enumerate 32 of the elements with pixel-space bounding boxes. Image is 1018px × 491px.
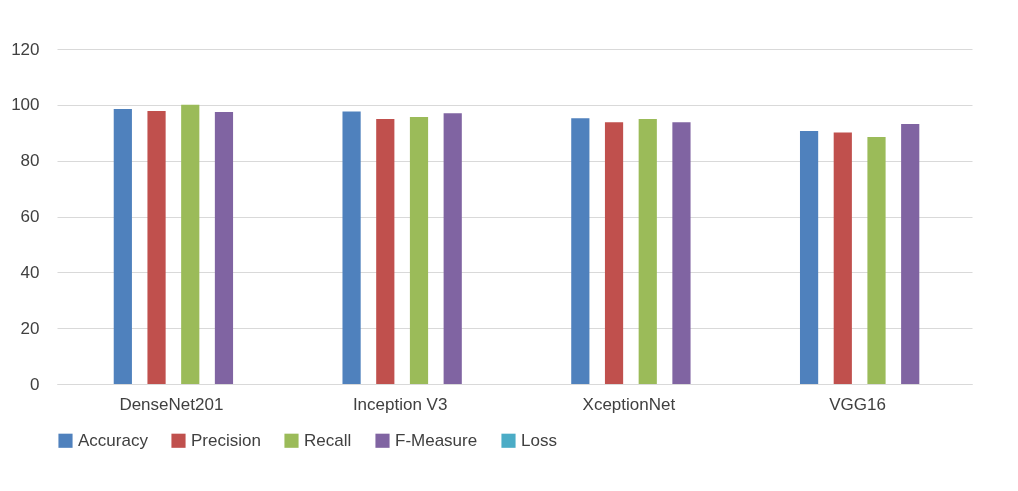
y-tick-label: 20 xyxy=(20,318,40,338)
legend-label: Precision xyxy=(191,430,261,450)
x-tick-label: DenseNet201 xyxy=(119,394,224,414)
y-tick-label: 0 xyxy=(30,374,40,394)
bar xyxy=(342,111,361,384)
bar xyxy=(867,136,886,384)
bar xyxy=(147,110,166,384)
legend-label: Recall xyxy=(304,430,352,450)
bar xyxy=(181,104,200,384)
y-tick-label: 100 xyxy=(11,95,40,115)
bar xyxy=(443,113,462,384)
bar xyxy=(604,122,624,384)
bar xyxy=(672,122,691,384)
bar xyxy=(376,119,395,384)
x-tick-label: Inception V3 xyxy=(352,394,448,414)
y-tick-label: 120 xyxy=(11,39,40,59)
y-tick-label: 80 xyxy=(20,151,40,171)
bar xyxy=(833,132,852,384)
bar xyxy=(113,109,132,384)
bar xyxy=(901,124,920,384)
y-tick-label: 60 xyxy=(20,207,40,226)
legend-label: F-Measure xyxy=(395,430,478,450)
bar xyxy=(214,112,234,384)
bar xyxy=(409,117,429,384)
x-tick-label: VGG16 xyxy=(829,394,886,414)
legend-label: Loss xyxy=(521,430,557,450)
bar xyxy=(799,131,819,384)
legend-label: Accuracy xyxy=(78,430,149,450)
bar xyxy=(638,119,657,384)
x-tick-label: XceptionNet xyxy=(582,394,676,414)
bar xyxy=(571,118,590,384)
y-tick-label: 40 xyxy=(20,262,40,282)
